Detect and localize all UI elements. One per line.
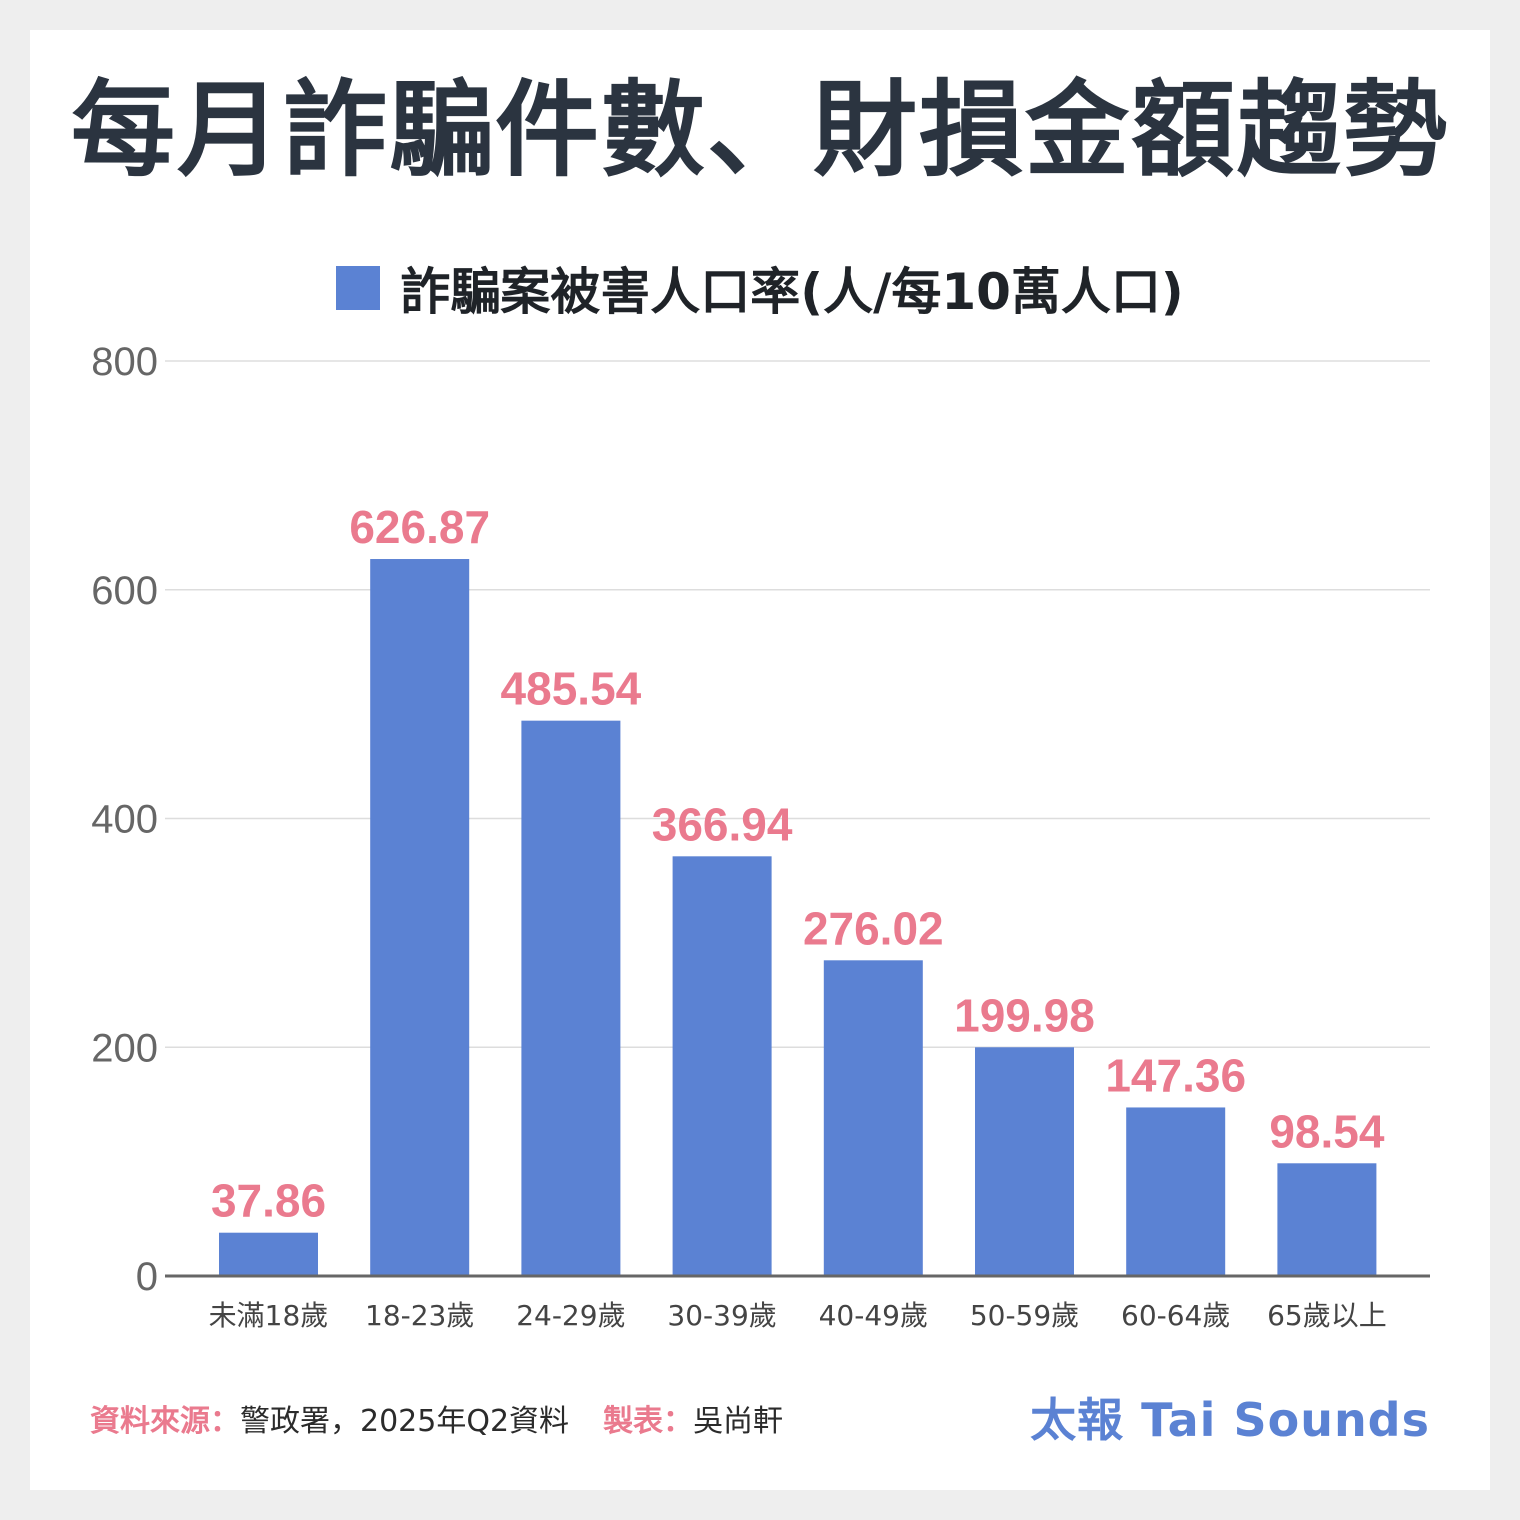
x-tick-label: 65歲以上	[1267, 1299, 1387, 1332]
data-label: 37.86	[211, 1175, 326, 1227]
x-tick-label: 18-23歲	[365, 1299, 474, 1332]
x-tick-label: 未滿18歲	[209, 1299, 329, 1332]
bar	[823, 960, 923, 1276]
y-tick-label: 400	[91, 798, 158, 842]
bar-chart: 0 200 400 600 800 37.86 未滿18歲 626.87 18-23歲 485.5…	[91, 340, 1430, 1332]
bar	[370, 559, 470, 1276]
data-label: 276.02	[803, 902, 944, 954]
y-tick-label: 600	[91, 569, 158, 613]
legend: 詐騙案被害人口率(人/每10萬人口)	[0, 252, 1520, 324]
data-label: 147.36	[1105, 1049, 1246, 1101]
legend-label: 詐騙案被害人口率(人/每10萬人口)	[400, 263, 1184, 321]
bar	[672, 856, 772, 1276]
bar	[219, 1232, 318, 1276]
y-tick-label: 200	[91, 1026, 158, 1070]
x-tick-label: 24-29歲	[516, 1299, 625, 1332]
y-tick-label: 0	[136, 1255, 158, 1299]
data-label: 366.94	[652, 798, 793, 850]
x-tick-label: 30-39歲	[667, 1299, 776, 1332]
data-label: 626.87	[349, 501, 490, 553]
data-label: 485.54	[501, 663, 642, 715]
bar	[1126, 1107, 1226, 1276]
source-label: 資料來源：	[90, 1404, 240, 1439]
chart-title: 每月詐騙件數、財損金額趨勢	[70, 69, 1449, 191]
y-tick-label: 800	[91, 340, 158, 384]
bar	[1277, 1163, 1377, 1276]
x-tick-label: 40-49歲	[819, 1299, 928, 1332]
brand-logo: 太報 Tai Sounds	[1030, 1393, 1430, 1447]
legend-swatch	[336, 266, 381, 310]
bar	[521, 720, 621, 1276]
x-tick-label: 50-59歲	[970, 1299, 1079, 1332]
maker-label: 製表：	[603, 1404, 694, 1439]
footer: 資料來源：警政署，2025年Q2資料 製表：吳尚軒	[90, 1396, 783, 1440]
data-label: 98.54	[1269, 1105, 1385, 1157]
x-tick-label: 60-64歲	[1121, 1299, 1230, 1332]
source-text: 警政署，2025年Q2資料	[240, 1404, 570, 1439]
bar	[975, 1047, 1074, 1276]
data-label: 199.98	[954, 989, 1095, 1041]
maker-text: 吳尚軒	[693, 1404, 784, 1439]
